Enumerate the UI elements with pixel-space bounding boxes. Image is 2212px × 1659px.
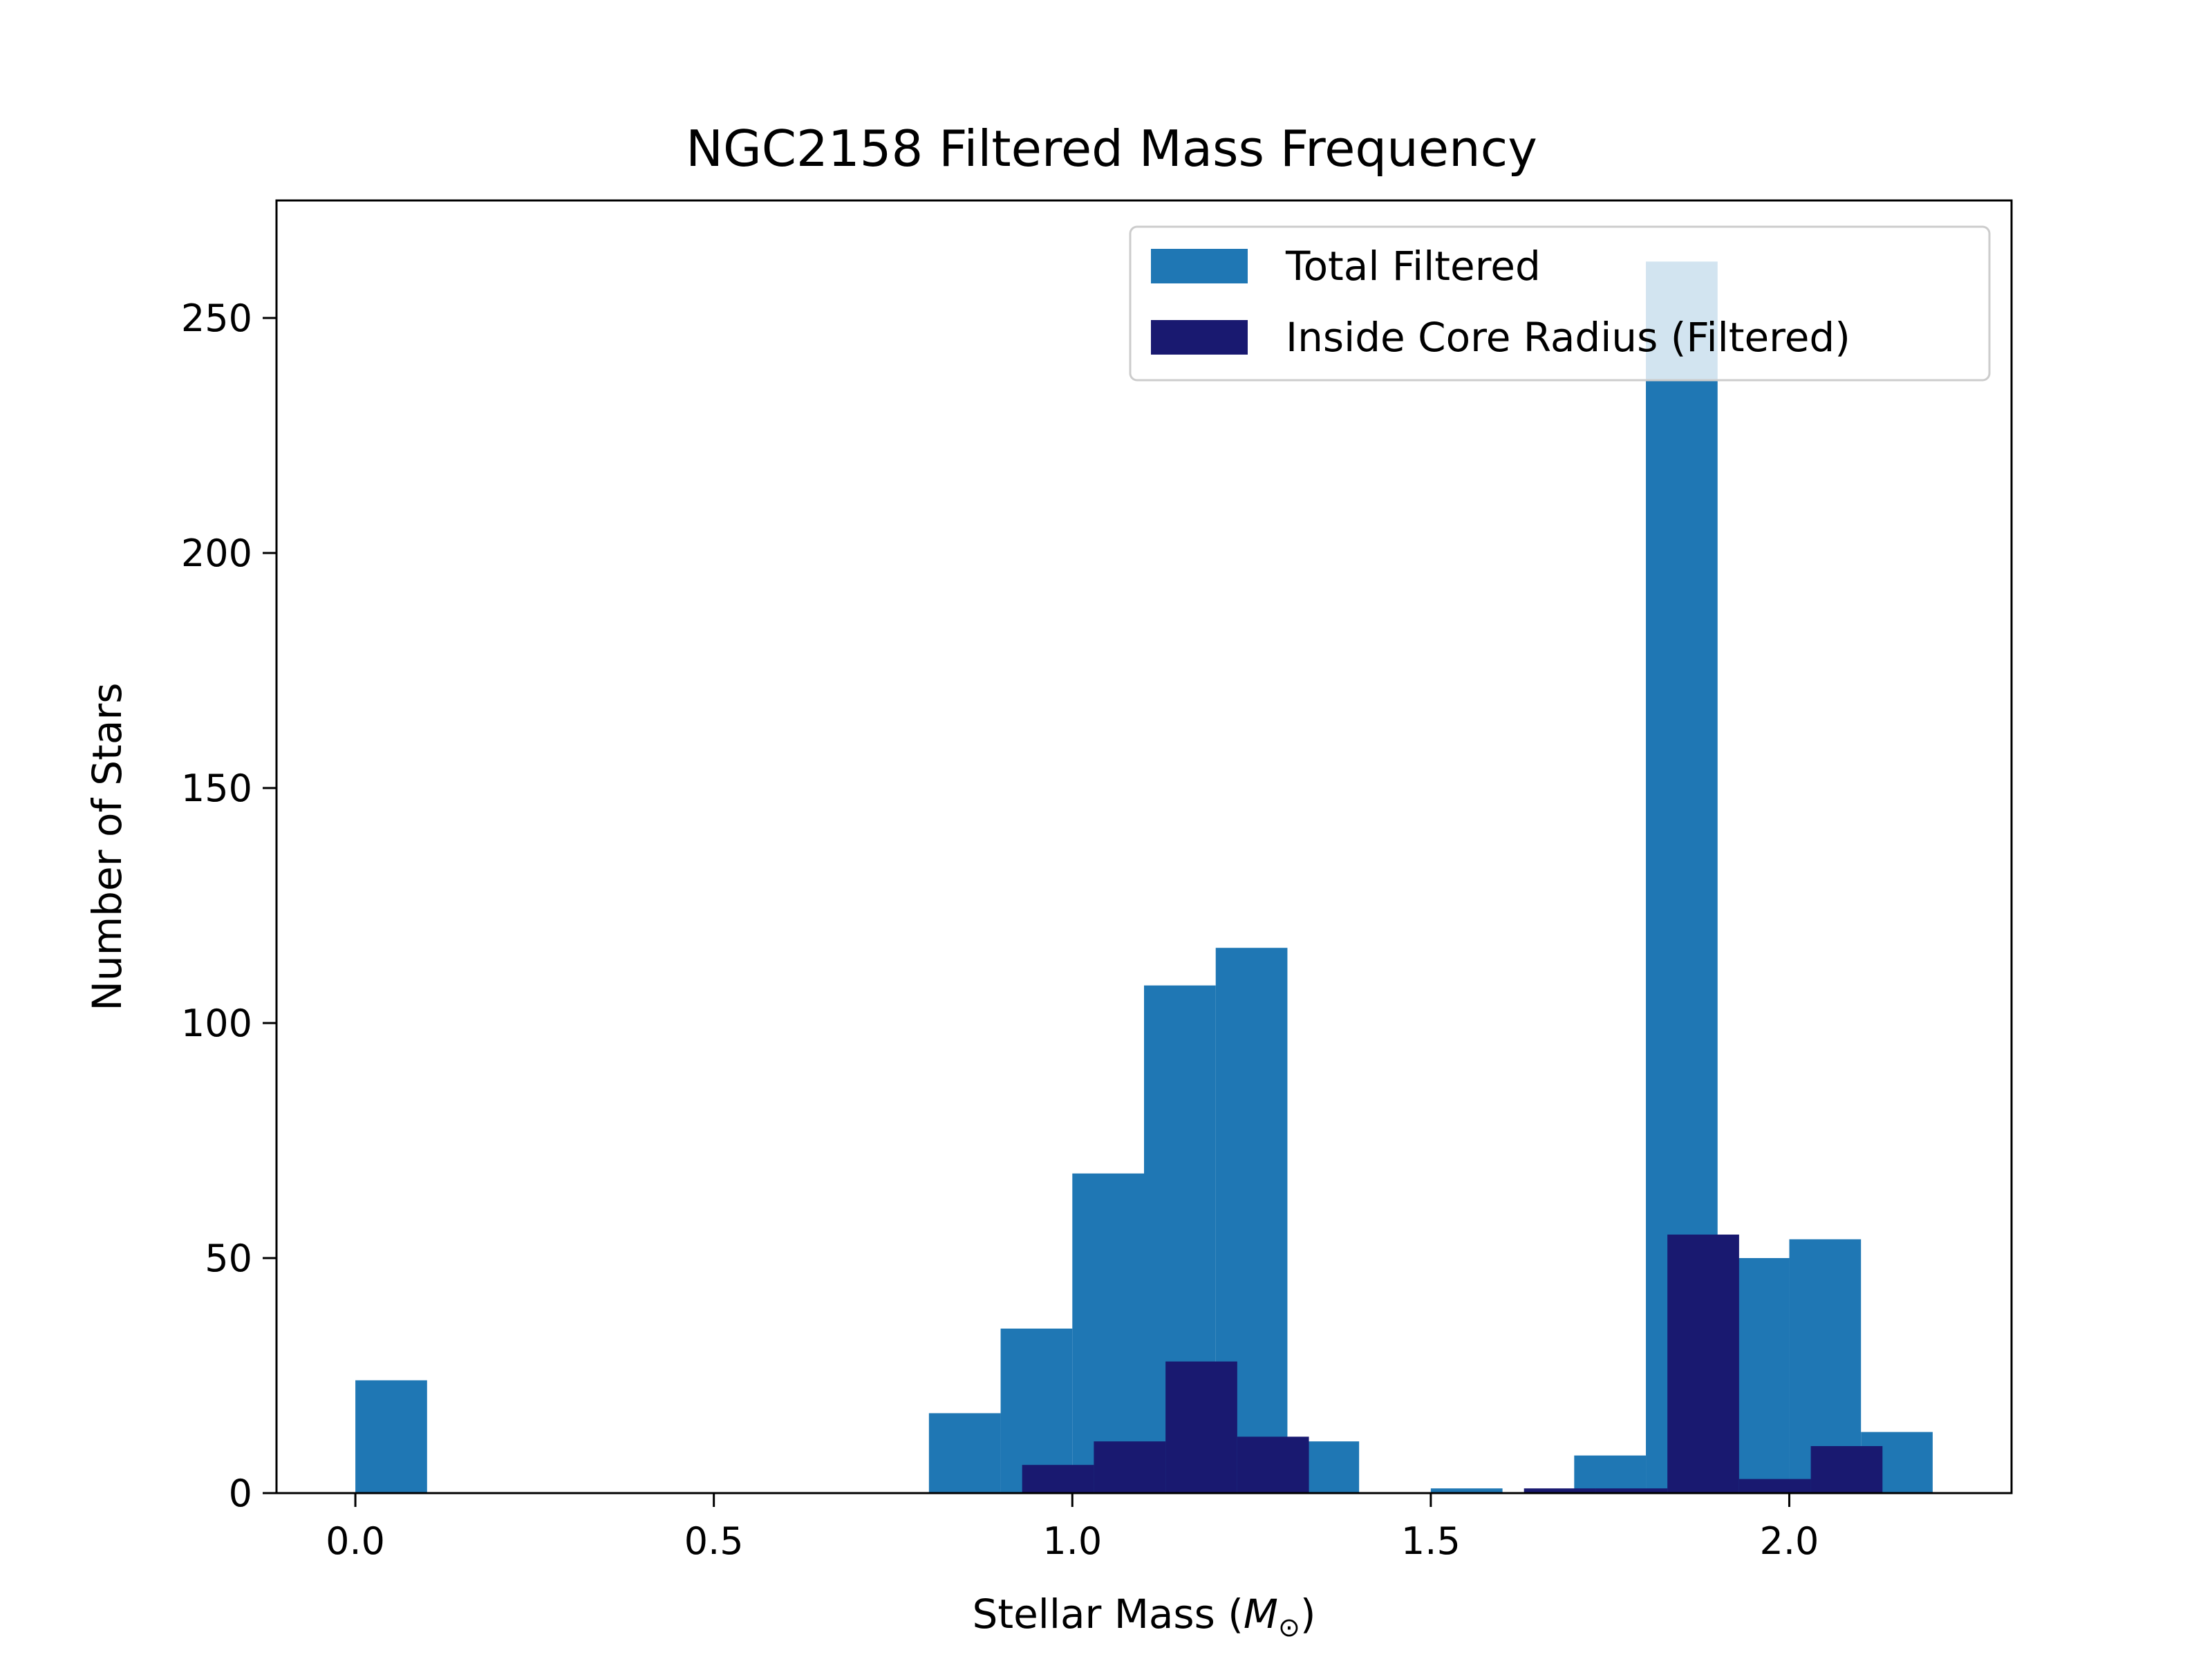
y-tick-label-3: 150 — [181, 767, 252, 810]
x-tick-label-2: 1.0 — [1042, 1519, 1102, 1563]
core-radius-bar-2 — [1165, 1361, 1237, 1493]
y-tick-label-5: 250 — [181, 297, 252, 340]
core-radius-bar-7 — [1738, 1479, 1811, 1493]
legend-label-core-radius: Inside Core Radius (Filtered) — [1286, 314, 1850, 361]
plot-frame — [275, 199, 2013, 1494]
legend-frame — [1129, 225, 1991, 382]
x-axis-ticks: 0.0 0.5 1.0 1.5 2.0 — [326, 1493, 1819, 1563]
core-radius-bar-5 — [1595, 1488, 1668, 1493]
legend-label-total-filtered: Total Filtered — [1285, 243, 1541, 290]
core-radius-bar-6 — [1667, 1235, 1739, 1493]
total-filtered-bar-1 — [928, 1413, 1001, 1493]
y-tick-label-1: 50 — [205, 1237, 252, 1280]
core-radius-bars — [1022, 1235, 1883, 1493]
total-filtered-bar-8 — [1574, 1455, 1647, 1493]
core-radius-bar-3 — [1237, 1436, 1309, 1493]
y-tick-label-2: 100 — [181, 1002, 252, 1045]
total-filtered-bar-0 — [355, 1380, 427, 1493]
legend-swatch-core-radius — [1151, 320, 1248, 355]
legend: Total Filtered Inside Core Radius (Filte… — [1129, 225, 1991, 382]
y-axis-ticks: 0 50 100 150 200 250 — [181, 297, 276, 1515]
x-tick-label-4: 2.0 — [1760, 1519, 1819, 1563]
legend-swatch-total-filtered — [1151, 249, 1248, 283]
y-tick-label-4: 200 — [181, 532, 252, 575]
chart-title: NGC2158 Filtered Mass Frequency — [686, 120, 1537, 178]
x-tick-label-3: 1.5 — [1401, 1519, 1461, 1563]
x-axis-title: Stellar Mass (M⊙) — [973, 1591, 1316, 1642]
core-radius-bar-0 — [1022, 1465, 1094, 1493]
core-radius-bar-4 — [1524, 1488, 1596, 1493]
total-filtered-bar-7 — [1430, 1488, 1503, 1493]
x-tick-label-0: 0.0 — [326, 1519, 385, 1563]
y-axis-title: Number of Stars — [84, 683, 131, 1011]
core-radius-bar-8 — [1810, 1446, 1883, 1493]
y-tick-label-0: 0 — [229, 1472, 252, 1515]
x-tick-label-1: 0.5 — [684, 1519, 744, 1563]
total-filtered-bar-3 — [1072, 1173, 1144, 1493]
core-radius-bar-1 — [1094, 1441, 1166, 1493]
